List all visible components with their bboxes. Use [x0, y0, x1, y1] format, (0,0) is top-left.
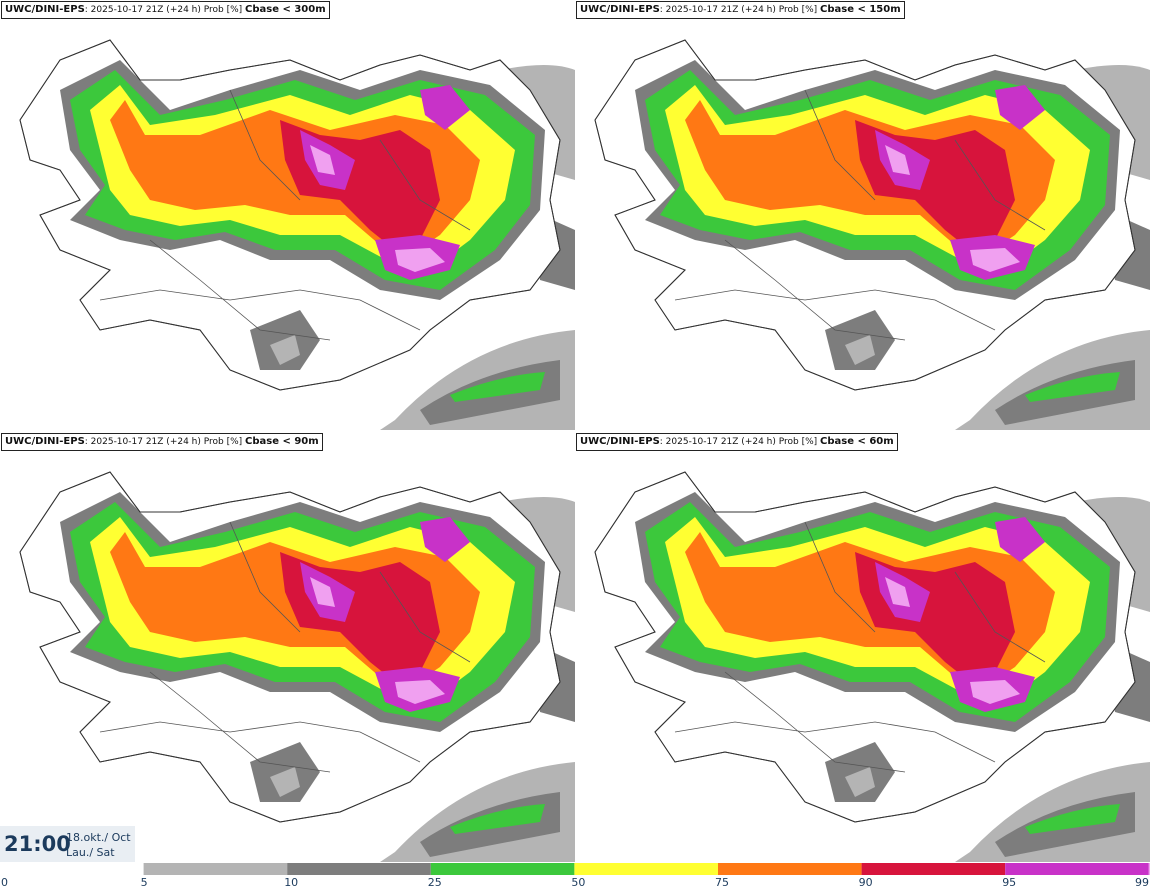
- run-info: : 2025-10-17 21Z (+24 h) Prob [%]: [84, 5, 246, 15]
- legend-swatch: [0, 863, 144, 875]
- valid-day: Lau./ Sat: [66, 846, 115, 859]
- color-legend: [0, 863, 1150, 875]
- map-panel-1: UWC/DINI-EPS: 2025-10-17 21Z (+24 h) Pro…: [0, 0, 575, 430]
- legend-tick-label: 75: [715, 876, 729, 889]
- panel-title: UWC/DINI-EPS: 2025-10-17 21Z (+24 h) Pro…: [1, 433, 323, 451]
- probability-map: [575, 432, 1150, 862]
- legend-swatch: [143, 863, 288, 875]
- legend-tick-label: 25: [427, 876, 442, 889]
- probability-map: [0, 432, 575, 862]
- legend-swatch: [1005, 863, 1149, 875]
- valid-time-box: 21:00 18.okt./ Oct Lau./ Sat: [0, 826, 135, 862]
- valid-time: 21:00: [4, 832, 71, 856]
- legend-tick-label: 0: [1, 876, 8, 889]
- probability-map: [575, 0, 1150, 430]
- run-info: : 2025-10-17 21Z (+24 h) Prob [%]: [84, 437, 246, 447]
- field-name: Cbase < 90m: [245, 436, 319, 447]
- probability-map: [0, 0, 575, 430]
- map-panel-3: UWC/DINI-EPS: 2025-10-17 21Z (+24 h) Pro…: [0, 432, 575, 862]
- run-info: : 2025-10-17 21Z (+24 h) Prob [%]: [659, 5, 821, 15]
- panel-title: UWC/DINI-EPS: 2025-10-17 21Z (+24 h) Pro…: [576, 433, 898, 451]
- model-name: UWC/DINI-EPS: [580, 436, 660, 447]
- field-name: Cbase < 60m: [820, 436, 894, 447]
- map-panel-4: UWC/DINI-EPS: 2025-10-17 21Z (+24 h) Pro…: [575, 432, 1150, 862]
- legend-tick-label: 90: [858, 876, 873, 889]
- model-name: UWC/DINI-EPS: [580, 4, 660, 15]
- run-info: : 2025-10-17 21Z (+24 h) Prob [%]: [659, 437, 821, 447]
- legend-swatch: [861, 863, 1006, 875]
- valid-date: 18.okt./ Oct: [66, 831, 131, 844]
- legend-swatch: [287, 863, 431, 875]
- legend-tick-label: 5: [140, 876, 148, 889]
- legend-tick-label: 99: [1135, 876, 1149, 889]
- legend-swatch: [574, 863, 718, 875]
- legend-tick-label: 95: [1002, 876, 1017, 889]
- panel-title: UWC/DINI-EPS: 2025-10-17 21Z (+24 h) Pro…: [1, 1, 330, 19]
- model-name: UWC/DINI-EPS: [5, 436, 85, 447]
- legend-tick-label: 50: [571, 876, 586, 889]
- legend-swatch: [718, 863, 862, 875]
- field-name: Cbase < 150m: [820, 4, 901, 15]
- model-name: UWC/DINI-EPS: [5, 4, 85, 15]
- legend-tick-label: 10: [284, 876, 299, 889]
- legend-swatch: [1148, 863, 1150, 875]
- panel-title: UWC/DINI-EPS: 2025-10-17 21Z (+24 h) Pro…: [576, 1, 905, 19]
- legend-swatch: [430, 863, 575, 875]
- field-name: Cbase < 300m: [245, 4, 326, 15]
- map-panel-2: UWC/DINI-EPS: 2025-10-17 21Z (+24 h) Pro…: [575, 0, 1150, 430]
